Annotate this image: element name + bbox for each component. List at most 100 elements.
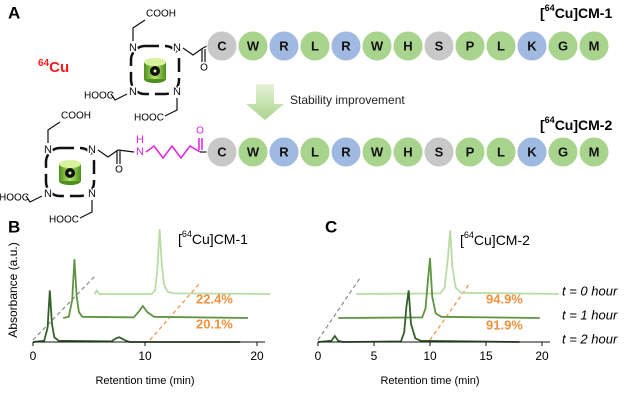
atom-label: N xyxy=(173,42,181,54)
residue-bead xyxy=(423,30,455,62)
residue-letter: R xyxy=(341,38,351,53)
residue-letter: K xyxy=(527,144,537,159)
residue-letter: P xyxy=(466,144,475,159)
x-tick-label: 5 xyxy=(371,349,378,363)
residue-letter: H xyxy=(403,38,412,53)
residue-bead xyxy=(547,30,579,62)
x-axis-label: Retention time (min) xyxy=(95,375,194,387)
residue-letter: R xyxy=(279,38,289,53)
title-sup: 64 xyxy=(182,229,192,239)
residue-letter: G xyxy=(558,144,568,159)
panel-label: C xyxy=(325,217,337,236)
name-pre: [ xyxy=(540,117,545,133)
atom-label: N xyxy=(129,86,137,98)
residue-bead xyxy=(392,136,424,168)
chart-title: [64Cu]CM-1 xyxy=(178,229,248,246)
atom-label: N xyxy=(44,188,52,200)
atom-label: N xyxy=(88,188,96,200)
residue-bead xyxy=(516,136,548,168)
name-sup: 64 xyxy=(545,3,555,13)
bond xyxy=(182,47,204,56)
residue-bead xyxy=(423,136,455,168)
bond xyxy=(164,98,178,117)
panel-label: B xyxy=(8,217,20,236)
residue-bead xyxy=(268,30,300,62)
atom-label: N xyxy=(44,144,52,156)
residue-letter: R xyxy=(341,144,351,159)
panel-label: A xyxy=(8,3,20,22)
x-tick-label: 10 xyxy=(423,349,437,363)
residue-letter: L xyxy=(311,144,319,159)
yield-label: 94.9% xyxy=(486,291,523,306)
residue-letter: K xyxy=(527,38,537,53)
atom-label: O xyxy=(196,126,204,137)
yield-label: 91.9% xyxy=(486,317,523,332)
conjugate-name: [64Cu]CM-1 xyxy=(540,3,612,20)
x-tick-label: 0 xyxy=(30,349,37,363)
bond xyxy=(117,149,135,153)
atom-label: N xyxy=(129,42,137,54)
title-sup: 64 xyxy=(464,230,474,240)
residue-letter: W xyxy=(371,144,384,159)
isotope-sup: 64 xyxy=(38,58,50,69)
x-tick-label: 20 xyxy=(250,349,264,363)
yield-label: 22.4% xyxy=(196,291,233,306)
title-pre: [ xyxy=(178,231,182,247)
residue-letter: G xyxy=(558,38,568,53)
atom-label: COOH xyxy=(146,9,176,20)
guide-line xyxy=(317,277,361,341)
name-post: Cu]CM-2 xyxy=(555,117,613,133)
title-post: Cu]CM-1 xyxy=(192,231,248,247)
guide-line xyxy=(32,275,96,341)
atom-label: O xyxy=(200,63,208,74)
x-tick-label: 0 xyxy=(315,349,322,363)
chart-title: [64Cu]CM-2 xyxy=(460,230,530,247)
residue-bead xyxy=(454,30,486,62)
residue-letter: M xyxy=(589,144,600,159)
trace xyxy=(32,290,241,343)
bond xyxy=(110,93,128,101)
atom-label: O xyxy=(115,165,123,176)
atom-label: N xyxy=(173,86,181,98)
residue-bead xyxy=(299,30,331,62)
title-pre: [ xyxy=(460,232,464,248)
residue-bead xyxy=(330,136,362,168)
residue-bead xyxy=(578,136,610,168)
residue-bead xyxy=(361,30,393,62)
atom-label: N xyxy=(136,146,144,158)
name-sup: 64 xyxy=(545,115,555,125)
residue-letter: S xyxy=(435,38,444,53)
bond xyxy=(79,200,93,219)
x-tick-label: 20 xyxy=(535,349,549,363)
residue-letter: P xyxy=(466,38,475,53)
name-post: Cu]CM-1 xyxy=(555,5,613,21)
copper-icon xyxy=(59,160,81,168)
yield-label: 20.1% xyxy=(196,316,233,331)
atom-label: H xyxy=(136,134,144,146)
trace xyxy=(63,259,249,319)
macrocycle xyxy=(44,146,96,198)
trace-label: t = 2 hour xyxy=(562,331,618,346)
residue-bead xyxy=(206,136,238,168)
residue-letter: L xyxy=(497,144,505,159)
bond xyxy=(97,149,119,158)
atom-label: HOOC xyxy=(49,215,79,226)
residue-bead xyxy=(330,30,362,62)
residue-bead xyxy=(547,136,579,168)
copper-icon xyxy=(144,58,166,66)
arrow-label: Stability improvement xyxy=(290,93,405,107)
residue-bead xyxy=(361,136,393,168)
isotope-label: 64Cu xyxy=(38,58,69,76)
isotope-text: Cu xyxy=(49,59,69,76)
residue-letter: W xyxy=(247,38,260,53)
bond xyxy=(145,144,201,160)
x-tick-label: 15 xyxy=(479,349,493,363)
residue-letter: S xyxy=(435,144,444,159)
trace xyxy=(338,257,540,319)
residue-bead xyxy=(237,30,269,62)
trace-label: t = 0 hour xyxy=(562,283,618,298)
title-post: Cu]CM-2 xyxy=(474,232,530,248)
residue-letter: L xyxy=(311,38,319,53)
residue-letter: C xyxy=(217,38,227,53)
